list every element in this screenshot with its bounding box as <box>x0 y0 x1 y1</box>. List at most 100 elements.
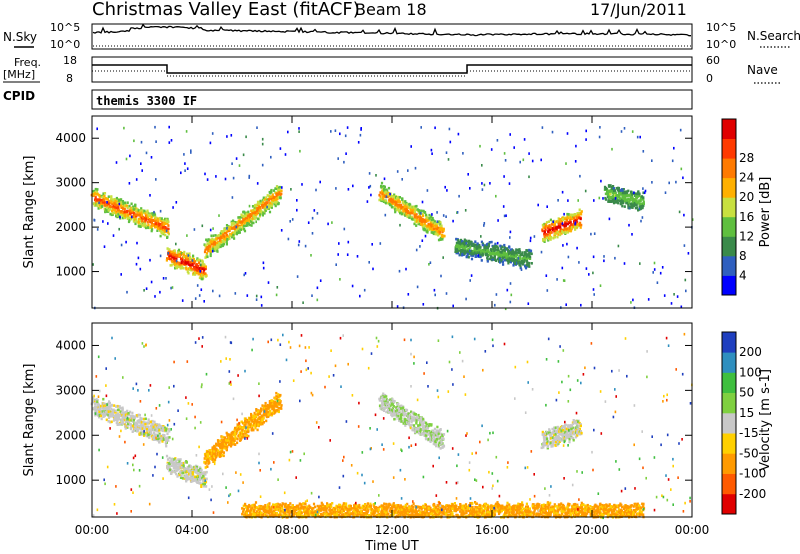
velocity-cell <box>179 470 182 473</box>
power-cell <box>463 246 466 250</box>
power-cell <box>546 289 549 292</box>
power-cell <box>404 200 407 203</box>
power-cell <box>415 224 418 227</box>
power-cell <box>634 203 637 206</box>
power-cell <box>547 226 550 230</box>
power-cell <box>414 166 417 170</box>
velocity-cell <box>114 411 117 414</box>
power-cell <box>279 196 282 200</box>
velocity-cell <box>393 417 396 421</box>
power-cell <box>197 258 200 262</box>
power-cell <box>107 195 110 198</box>
velocity-cell <box>150 433 153 436</box>
velocity-cell <box>247 434 250 438</box>
power-cell <box>480 250 483 254</box>
power-cell <box>472 252 475 256</box>
velocity-cell <box>236 424 239 428</box>
power-cell <box>258 214 261 218</box>
power-cell <box>173 263 176 267</box>
power-cell <box>316 298 319 302</box>
power-cell <box>225 232 228 235</box>
velocity-cell <box>203 452 207 456</box>
power-cell <box>160 226 163 230</box>
power-cell <box>382 197 385 200</box>
velocity-cell <box>106 405 109 409</box>
power-cell <box>429 223 432 227</box>
power-cell <box>141 211 144 215</box>
velocity-cell <box>177 458 180 461</box>
power-cell <box>136 213 139 217</box>
velocity-cell <box>100 404 103 408</box>
power-cell <box>481 164 483 167</box>
power-cell <box>167 232 170 236</box>
power-cell <box>193 266 196 269</box>
power-cell <box>93 203 96 207</box>
velocity-cell <box>172 466 175 470</box>
power-cell <box>242 217 245 221</box>
power-cell <box>533 235 536 238</box>
velocity-cell <box>385 398 388 401</box>
power-cell <box>466 250 469 253</box>
power-cell <box>207 238 210 241</box>
power-cell <box>167 220 170 223</box>
power-cell <box>224 232 227 235</box>
power-cell <box>627 198 630 201</box>
power-cell <box>168 125 170 129</box>
power-cell <box>477 246 480 250</box>
power-cell <box>518 248 521 251</box>
power-cell <box>471 249 474 253</box>
power-cell <box>144 219 147 222</box>
power-cell <box>249 213 252 216</box>
power-cell <box>119 210 122 213</box>
power-cell <box>566 231 569 234</box>
power-cell <box>514 260 517 264</box>
power-cell <box>578 208 581 212</box>
power-cell <box>94 191 97 195</box>
power-cell <box>251 205 255 208</box>
velocity-cell <box>115 416 118 420</box>
velocity-cell <box>116 412 119 416</box>
power-cell <box>280 192 283 196</box>
power-cell <box>191 259 194 262</box>
power-cell <box>131 208 134 212</box>
power-cell <box>123 216 126 220</box>
power-cell <box>262 266 265 270</box>
power-cell <box>238 216 241 219</box>
power-cell <box>501 245 504 249</box>
power-cell <box>259 199 262 203</box>
power-cell <box>259 213 262 216</box>
power-cell <box>245 219 248 223</box>
velocity-cell <box>390 411 393 415</box>
power-cell <box>469 249 471 252</box>
power-cell <box>490 252 493 256</box>
power-cell <box>111 213 114 216</box>
power-cell <box>273 202 276 206</box>
velocity-cell <box>109 405 112 408</box>
freq-label-2: [MHz] <box>3 68 35 81</box>
power-cell <box>186 234 188 237</box>
power-cell <box>121 200 124 203</box>
power-cell <box>111 209 114 213</box>
power-cell <box>187 271 190 275</box>
power-cell <box>494 303 496 307</box>
power-cell <box>442 234 445 238</box>
power-cell <box>154 220 157 224</box>
power-cell <box>447 158 450 161</box>
power-cell <box>150 221 153 225</box>
power-cell <box>124 213 127 217</box>
power-cell <box>513 146 515 149</box>
velocity-cell <box>389 404 392 408</box>
power-cell <box>470 242 473 246</box>
power-cell <box>222 242 225 246</box>
power-cell <box>117 212 120 216</box>
power-cell <box>356 255 359 258</box>
power-cell <box>150 156 153 159</box>
power-cell <box>384 200 387 203</box>
power-cell <box>542 238 545 241</box>
velocity-cell <box>126 424 129 427</box>
power-cell <box>459 244 462 248</box>
velocity-cell <box>205 470 208 474</box>
power-cell <box>566 215 569 219</box>
power-cell <box>202 271 205 274</box>
power-cell <box>465 239 468 243</box>
